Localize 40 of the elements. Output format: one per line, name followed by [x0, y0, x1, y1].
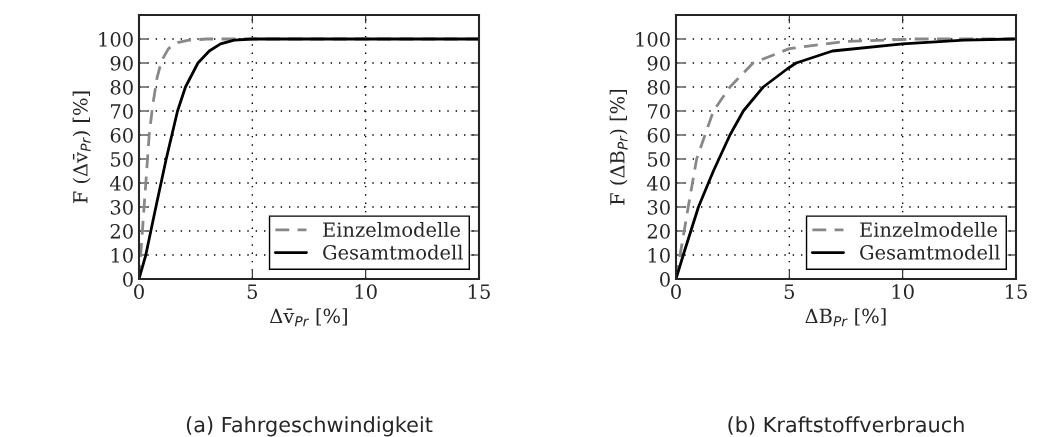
y-axis-title: F (Δv̄$_{Pr}$) [%] — [72, 91, 91, 204]
y-tick-label: 70 — [648, 103, 670, 119]
x-tick-label: 5 — [784, 284, 795, 299]
legend-label: Gesamtmodell — [323, 244, 463, 260]
y-tick-label: 30 — [647, 199, 670, 215]
y-tick-label: 10 — [648, 247, 670, 263]
y-tick-label: 0 — [660, 271, 670, 287]
legend-label: Einzelmodelle — [323, 221, 461, 237]
y-tick-label: 70 — [111, 103, 133, 119]
y-tick-label: 90 — [110, 55, 133, 71]
y-tick-label: 100 — [99, 31, 133, 47]
y-tick-label: 80 — [647, 79, 670, 95]
x-axis-title: ΔB$_{Pr}$ [%] — [805, 308, 886, 327]
y-tick-label: 40 — [109, 175, 133, 191]
x-tick-label: 10 — [355, 284, 377, 299]
y-tick-label: 0 — [123, 271, 133, 287]
x-tick-label: 5 — [247, 284, 258, 299]
x-axis-title: Δv̄$_{Pr}$ [%] — [269, 308, 347, 327]
y-tick-label: 20 — [110, 223, 133, 239]
y-tick-label: 60 — [110, 127, 133, 143]
x-tick-label: 10 — [892, 284, 914, 299]
y-tick-label: 90 — [647, 55, 670, 71]
legend-label: Einzelmodelle — [860, 221, 998, 237]
y-tick-label: 20 — [647, 223, 670, 239]
legend-label: Gesamtmodell — [860, 244, 1000, 260]
y-tick-label: 10 — [111, 247, 133, 263]
text: (a) Fahrgeschwindigkeit — [186, 416, 433, 437]
x-tick-label: 15 — [469, 284, 490, 299]
x-tick-label: 0 — [671, 284, 681, 299]
y-tick-label: 30 — [110, 199, 133, 215]
text: (b) Kraftstoffverbrauch — [728, 416, 964, 435]
y-tick-label: 50 — [111, 151, 133, 167]
y-tick-label: 60 — [647, 127, 670, 143]
y-tick-label: 80 — [110, 79, 133, 95]
y-tick-label: 100 — [636, 31, 670, 47]
y-tick-label: 40 — [646, 175, 670, 191]
x-tick-label: 15 — [1006, 284, 1027, 299]
y-tick-label: 50 — [648, 151, 670, 167]
x-tick-label: 0 — [134, 284, 144, 299]
y-axis-title: F (ΔB$_{Pr}$) [%] — [609, 89, 628, 205]
